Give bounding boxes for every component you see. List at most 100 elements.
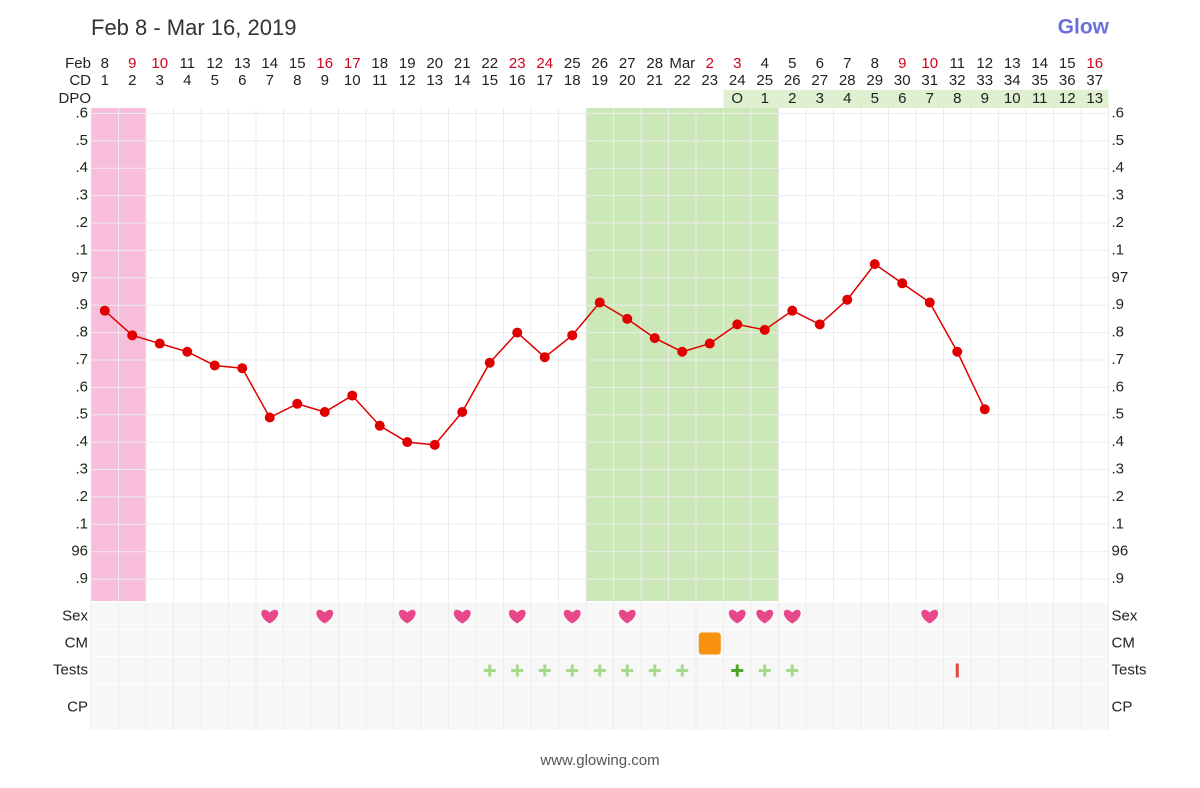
temperature-point — [539, 352, 550, 363]
date-label: 12 — [976, 55, 993, 72]
heart — [563, 609, 581, 624]
date-label: 25 — [564, 55, 581, 72]
y-tick-label: .9 — [75, 570, 88, 587]
date-label: 2 — [706, 55, 714, 72]
row-label-right: CM — [1112, 634, 1135, 651]
cd-label: 1 — [101, 72, 109, 89]
y-tick-label: .1 — [75, 515, 88, 532]
dpo-label: O — [731, 90, 743, 107]
cd-label: 33 — [976, 72, 993, 89]
cd-label: 28 — [839, 72, 856, 89]
y-tick-label-right: .2 — [1112, 214, 1125, 231]
cm-square — [698, 632, 721, 655]
cd-label: 30 — [894, 72, 911, 89]
temperature-point — [154, 338, 165, 349]
date-label: 6 — [816, 55, 824, 72]
heart — [618, 609, 636, 624]
cd-label: 7 — [266, 72, 274, 89]
heart — [728, 609, 746, 624]
date-label: 10 — [921, 55, 938, 72]
dpo-label: 1 — [761, 90, 769, 107]
cd-label: 25 — [756, 72, 773, 89]
dpo-cell — [833, 90, 861, 108]
date-label: 18 — [371, 55, 388, 72]
temperature-point — [347, 390, 358, 401]
temperature-point — [182, 346, 193, 357]
heart — [453, 609, 471, 624]
cd-label: 12 — [399, 72, 416, 89]
date-label: 14 — [261, 55, 278, 72]
month-label: Feb — [65, 55, 91, 72]
row-background — [91, 603, 1109, 629]
date-label: 3 — [733, 55, 741, 72]
y-tick-label-right: .3 — [1112, 187, 1125, 204]
y-tick-label: .5 — [75, 406, 88, 423]
dpo-cell — [998, 90, 1026, 108]
y-tick-label-right: .8 — [1112, 324, 1125, 341]
temperature-point — [649, 333, 660, 344]
cd-label: 20 — [619, 72, 636, 89]
row-label-right: Tests — [1112, 661, 1147, 678]
cd-label: 5 — [211, 72, 219, 89]
date-label: 11 — [179, 55, 195, 72]
test-plus — [676, 664, 689, 677]
date-label: 21 — [454, 55, 471, 72]
brand-logo: Glow — [1058, 16, 1110, 39]
date-label: Mar — [669, 55, 695, 72]
cd-label: 11 — [372, 72, 388, 89]
test-plus — [593, 664, 606, 677]
y-tick-label: .4 — [75, 159, 88, 176]
date-label: 11 — [949, 55, 965, 72]
cd-label: 14 — [454, 72, 471, 89]
temperature-point — [319, 407, 330, 418]
date-label: 22 — [481, 55, 498, 72]
cd-label: 15 — [481, 72, 498, 89]
y-tick-label-right: .9 — [1112, 296, 1125, 313]
date-label: 20 — [426, 55, 443, 72]
y-tick-label: .4 — [75, 433, 88, 450]
temperature-point — [759, 324, 770, 335]
temperature-point — [429, 439, 440, 450]
row-label: CP — [67, 698, 88, 715]
dpo-label: 8 — [953, 90, 961, 107]
dpo-cell — [916, 90, 944, 108]
temperature-point — [512, 327, 523, 338]
y-tick-label-right: .9 — [1112, 570, 1125, 587]
temperature-point — [374, 420, 385, 431]
temperature-point — [924, 297, 935, 308]
temperature-point — [732, 319, 743, 330]
y-tick-label: .2 — [75, 488, 88, 505]
cd-label: 6 — [238, 72, 246, 89]
y-tick-label: .8 — [75, 324, 88, 341]
test-plus — [538, 664, 551, 677]
cd-label: 19 — [591, 72, 608, 89]
row-background — [91, 684, 1109, 730]
dpo-cell — [943, 90, 971, 108]
cd-label: 29 — [866, 72, 883, 89]
test-plus — [648, 664, 661, 677]
y-tick-label: .2 — [75, 214, 88, 231]
cd-label: 17 — [536, 72, 553, 89]
cd-label: 22 — [674, 72, 691, 89]
date-label: 15 — [1059, 55, 1076, 72]
temperature-point — [457, 407, 468, 418]
date-label: 27 — [619, 55, 636, 72]
y-tick-label-right: .5 — [1112, 132, 1125, 149]
date-label: 14 — [1031, 55, 1048, 72]
test-plus — [786, 664, 799, 677]
temperature-point — [484, 357, 495, 368]
date-label: 28 — [646, 55, 663, 72]
temperature-point — [292, 398, 303, 409]
date-label: 23 — [509, 55, 526, 72]
dpo-cell — [1081, 90, 1109, 108]
heart — [261, 609, 279, 624]
cd-label: 9 — [321, 72, 329, 89]
date-label: 8 — [871, 55, 879, 72]
dpo-label: 2 — [788, 90, 796, 107]
dpo-label: 11 — [1032, 90, 1048, 107]
y-tick-label: .6 — [75, 378, 88, 395]
date-label: 17 — [344, 55, 361, 72]
temperature-point — [787, 305, 798, 316]
dpo-cell — [971, 90, 999, 108]
